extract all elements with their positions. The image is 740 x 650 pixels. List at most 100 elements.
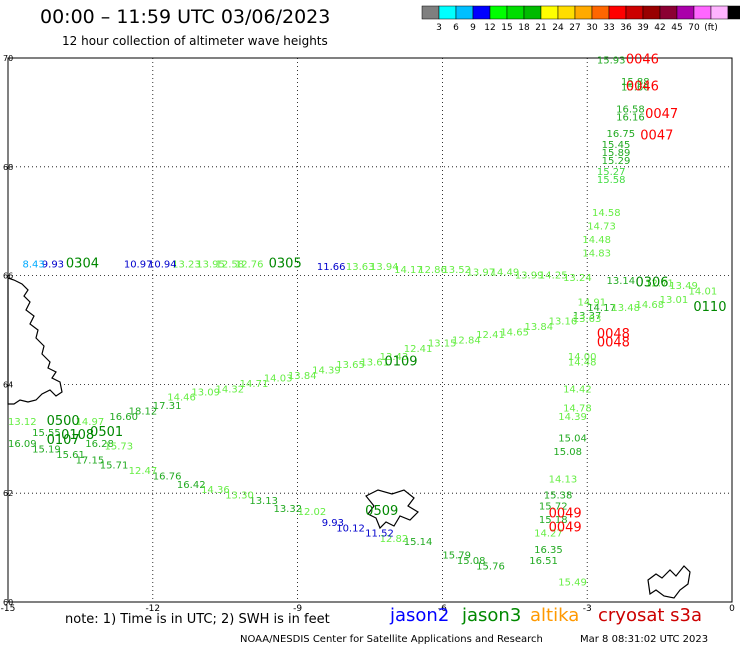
swh-label: 15.66 (621, 83, 650, 94)
swh-label: 16.16 (616, 113, 645, 124)
swh-label: 13.61 (360, 357, 389, 368)
swh-label: 13.23 (172, 259, 201, 270)
colorbar-swatch (625, 5, 644, 20)
colorbar-label: (ft) (704, 23, 718, 33)
swh-label: 12.86 (418, 265, 447, 276)
swh-label: 15.71 (100, 461, 129, 472)
swh-label: 16.09 (8, 439, 37, 450)
colorbar-label: 12 (484, 23, 495, 33)
swh-label: 13.32 (273, 504, 302, 515)
colorbar-label: 45 (671, 23, 682, 33)
swh-label: 14.32 (216, 385, 245, 396)
swh-label: 13.65 (336, 360, 365, 371)
time-label: 0046 (626, 80, 659, 95)
map-subtitle: 12 hour collection of altimeter wave hei… (62, 34, 328, 48)
lat-tick-label: 64 (3, 380, 13, 389)
time-label: 0304 (66, 256, 99, 271)
swh-label: 13.43 (380, 352, 409, 363)
swh-label: 12.84 (452, 336, 481, 347)
swh-label: 14.97 (76, 417, 105, 428)
swh-label: 15.38 (544, 491, 573, 502)
legend-jason3-label: jason3 (462, 605, 522, 626)
colorbar-swatch (472, 5, 491, 20)
swh-label: 9.93 (322, 518, 344, 529)
swh-label: 15.73 (105, 442, 134, 453)
shetland-islands (647, 565, 691, 599)
time-label: 0110 (693, 300, 726, 315)
lon-tick-label: 0 (729, 604, 735, 614)
swh-label: 13.37 (573, 311, 602, 322)
legend-cryosat-label: cryosat s3a (598, 605, 703, 626)
swh-label: 13.84 (288, 371, 317, 382)
swh-label: 12.71 (645, 278, 674, 289)
swh-label: 16.76 (153, 472, 182, 483)
colorbar-swatch (557, 5, 576, 20)
swh-label: 15.19 (32, 444, 61, 455)
legend-altika-label: altika (530, 605, 580, 626)
swh-label: 15.08 (553, 447, 582, 458)
swh-label: 13.84 (524, 322, 553, 333)
colorbar-swatch (438, 5, 457, 20)
swh-label: 14.17 (587, 303, 616, 314)
swh-label: 14.25 (539, 270, 568, 281)
swh-label: 16.58 (616, 104, 645, 115)
time-label: 0109 (384, 354, 417, 369)
swh-label: 15.04 (558, 434, 587, 445)
swh-label: 14.73 (587, 221, 616, 232)
time-label: 0049 (549, 507, 582, 522)
time-label: 0048 (597, 327, 630, 342)
swh-label: 15.61 (56, 450, 85, 461)
swh-label: 12.76 (235, 259, 264, 270)
time-label: 0500 (47, 414, 80, 429)
swh-label: 13.30 (225, 491, 254, 502)
colorbar-label: 24 (552, 23, 564, 33)
lon-tick-label: -12 (145, 604, 160, 614)
swh-label: 12.47 (129, 466, 158, 477)
legend-jason2-label: jason2 (390, 605, 450, 626)
swh-label: 13.01 (660, 295, 689, 306)
swh-label: 14.39 (312, 366, 341, 377)
swh-label: 13.09 (191, 387, 220, 398)
swh-label: 15.72 (539, 502, 568, 513)
swh-label: 13.63 (573, 314, 602, 325)
colorbar-label: 36 (620, 23, 632, 33)
lat-tick-label: 68 (3, 163, 13, 172)
lat-tick-label: 60 (3, 598, 13, 607)
swh-label: 14.49 (491, 268, 520, 279)
swh-label: 14.17 (394, 265, 423, 276)
colorbar-swatch (506, 5, 525, 20)
swh-label: 13.14 (607, 276, 636, 287)
swh-label: 15.08 (457, 556, 486, 567)
colorbar-label: 21 (535, 23, 546, 33)
swh-label: 14.91 (578, 298, 607, 309)
swh-label: 17.31 (153, 401, 182, 412)
swh-label: 15.49 (558, 578, 587, 589)
lon-tick-label: -15 (1, 604, 16, 614)
time-label: 0046 (626, 52, 659, 67)
swh-label: 15.27 (597, 167, 626, 178)
time-label: 0047 (640, 129, 673, 144)
swh-label: 13.99 (515, 270, 544, 281)
swh-label: 15.93 (597, 55, 626, 66)
swh-label: 14.83 (582, 249, 611, 260)
colorbar-swatch (489, 5, 508, 20)
swh-label: 15.79 (442, 550, 471, 561)
swh-label: 14.03 (264, 374, 293, 385)
swh-label: 14.27 (534, 529, 563, 540)
legend-altika: altika (530, 605, 579, 626)
swh-label: 8.43 (22, 259, 44, 270)
swh-label: 13.48 (611, 303, 640, 314)
swh-label: 14.42 (563, 385, 592, 396)
credit-line: NOAA/NESDIS Center for Satellite Applica… (240, 634, 543, 645)
time-label: 0306 (635, 275, 668, 290)
swh-label: 15.76 (476, 561, 505, 572)
swh-label: 14.36 (201, 485, 230, 496)
swh-label: 13.63 (346, 262, 375, 273)
time-label: 0049 (549, 520, 582, 535)
colorbar: 3 6 9 12 15 18 21 24 27 30 33 36 39 42 45 70 (ft) (421, 5, 740, 33)
swh-label: 16.75 (607, 129, 636, 140)
